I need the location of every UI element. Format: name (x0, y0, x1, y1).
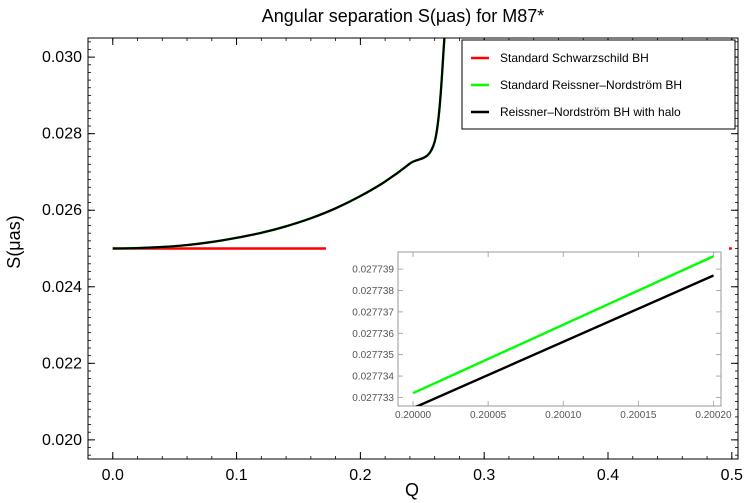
inset-y-tick-label: 0.027736 (352, 329, 394, 340)
inset-y-tick-label: 0.027739 (352, 265, 394, 276)
y-tick-label: 0.020 (42, 432, 82, 449)
inset-plot: 0.20000 0.20005 0.20010 0.20015 0.20020 0.027… (326, 246, 732, 430)
inset-y-tick-label: 0.027734 (352, 372, 394, 383)
x-tick-label: 0.1 (225, 467, 247, 484)
series-line-rn-with-halo (112, 38, 446, 250)
y-tick-label: 0.024 (42, 279, 82, 296)
legend-item-reissner-nordstrom: Standard Reissner–Nordström BH (471, 78, 682, 92)
x-tick-label: 0.4 (597, 467, 619, 484)
legend-box (461, 39, 736, 130)
inset-y-tick-label: 0.027738 (352, 286, 394, 297)
legend-label: Standard Reissner–Nordström BH (500, 78, 682, 92)
x-tick-label: 0.3 (473, 467, 495, 484)
inset-x-tick-label: 0.20020 (695, 410, 732, 421)
x-tick-label: 0.5 (721, 467, 743, 484)
inset-y-tick-label: 0.027735 (352, 350, 394, 361)
legend-item-rn-with-halo: Reissner–Nordström BH with halo (471, 105, 681, 119)
series-line-reissner-nordstrom (112, 38, 446, 250)
x-tick-label: 0.2 (349, 467, 371, 484)
y-tick-label: 0.030 (42, 49, 82, 66)
legend-label: Standard Schwarzschild BH (500, 51, 649, 65)
inset-x-tick-label: 0.20010 (545, 410, 582, 421)
x-tick-label: 0.0 (102, 467, 124, 484)
inset-line-rn-with-halo (414, 274, 714, 406)
y-tick-label: 0.028 (42, 126, 82, 143)
y-axis-label: S(μas) (4, 215, 24, 268)
inset-y-tick-label: 0.027737 (352, 307, 394, 318)
legend: Standard Schwarzschild BH Standard Reissn… (461, 39, 736, 130)
inset-x-tick-label: 0.20000 (395, 410, 432, 421)
inset-y-tick-label: 0.027733 (352, 393, 394, 404)
inset-x-tick-label: 0.20005 (470, 410, 507, 421)
chart-title: Angular separation S(μas) for M87* (262, 6, 545, 26)
y-tick-label: 0.026 (42, 202, 82, 219)
x-axis-label: Q (405, 480, 419, 500)
inset-x-tick-label: 0.20015 (620, 410, 657, 421)
legend-label: Reissner–Nordström BH with halo (500, 105, 681, 119)
legend-item-schwarzschild: Standard Schwarzschild BH (471, 51, 649, 65)
inset-line-reissner-nordstrom (412, 255, 714, 395)
y-tick-label: 0.022 (42, 355, 82, 372)
